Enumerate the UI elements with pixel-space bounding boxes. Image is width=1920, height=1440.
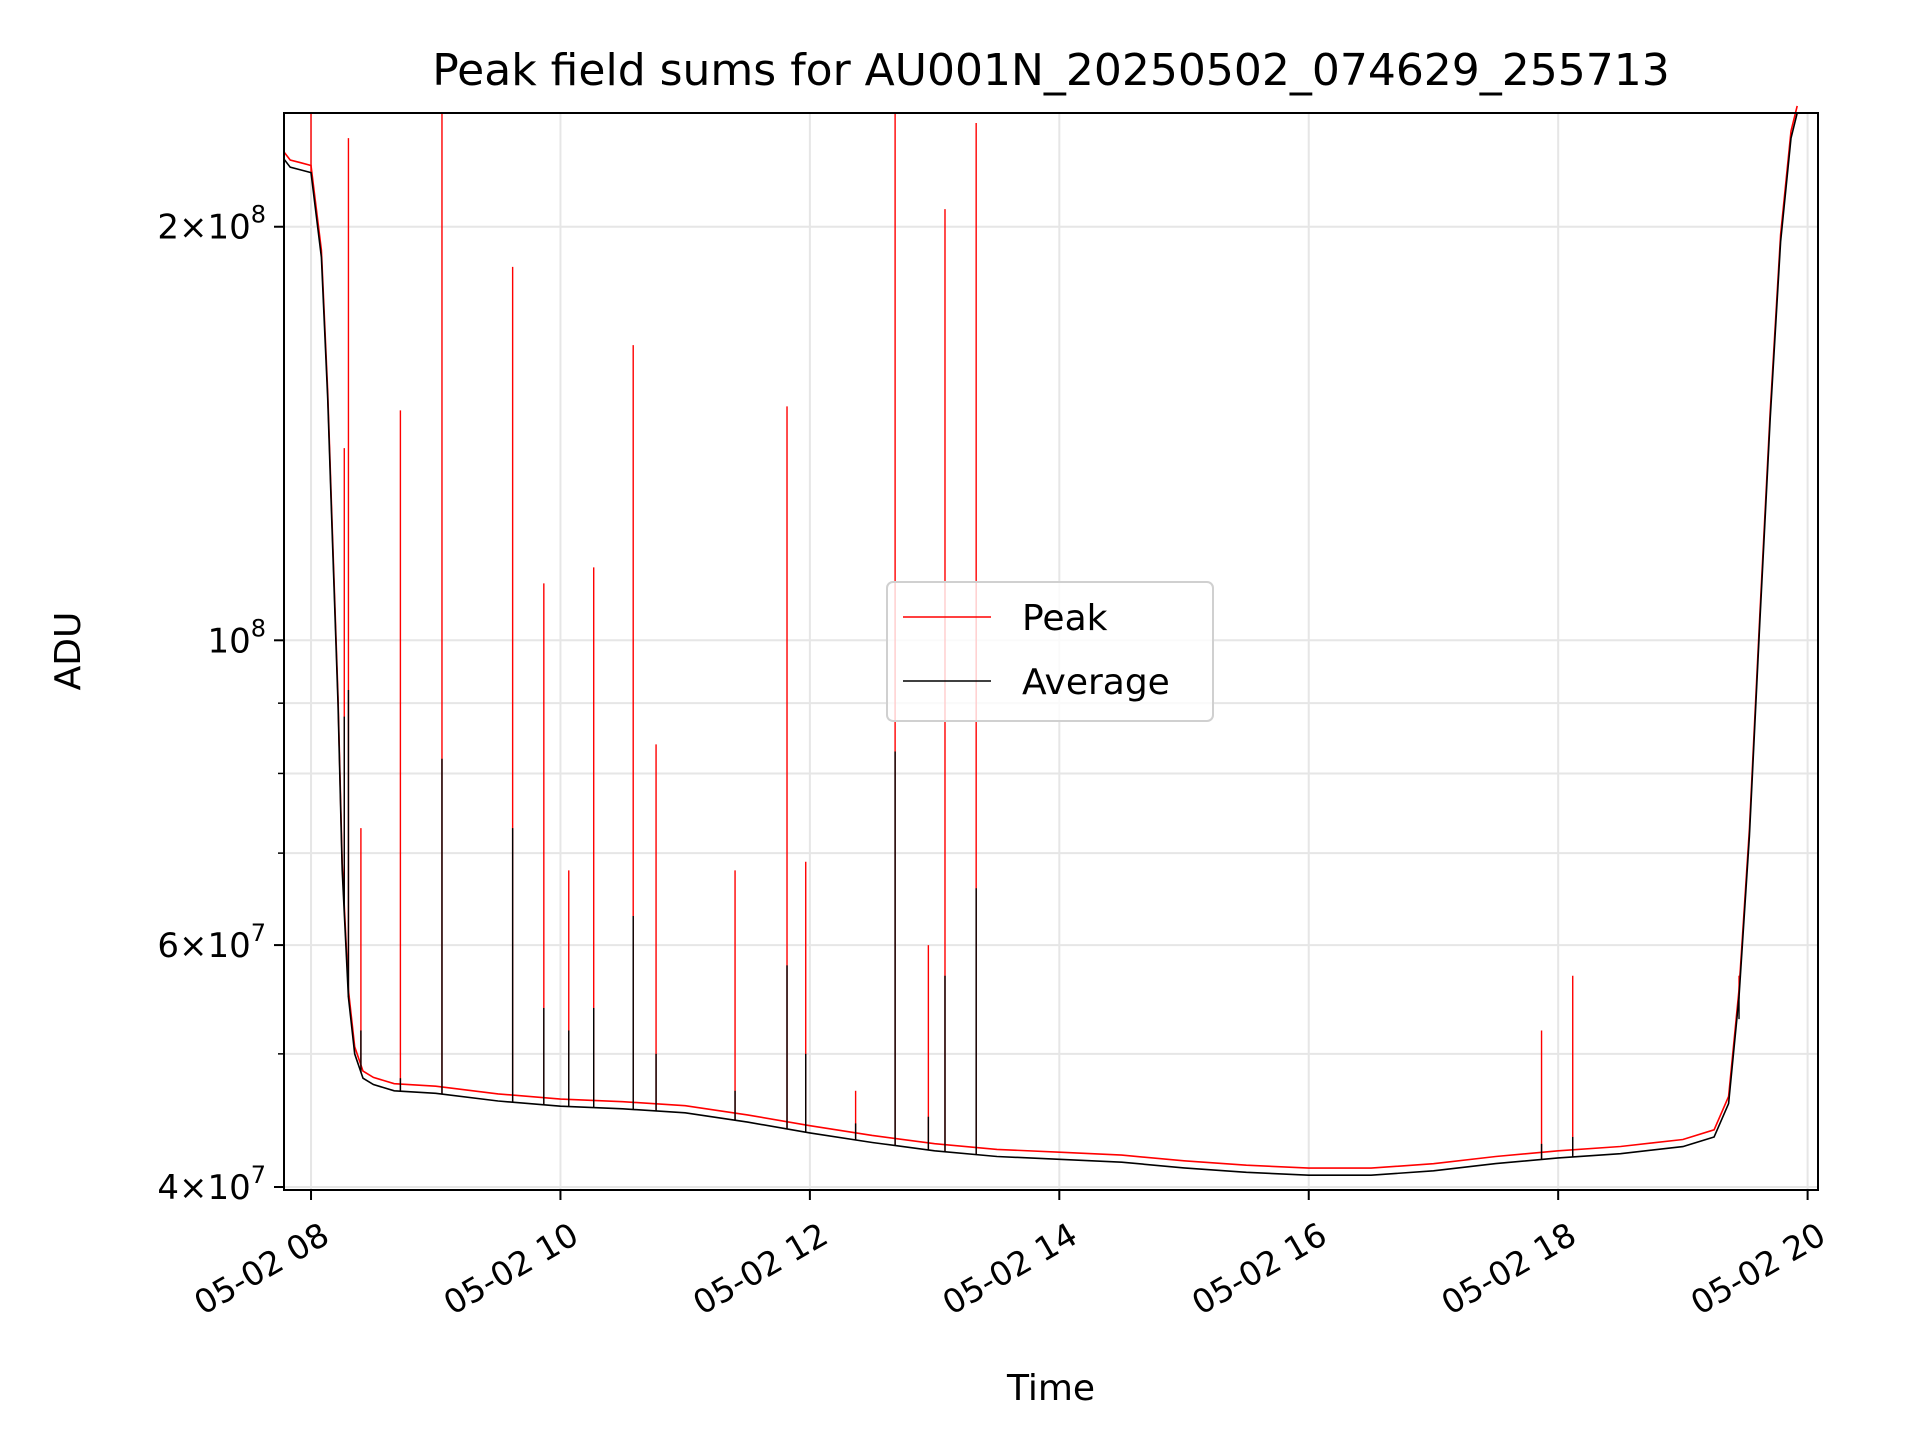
y-tick-label: 108 [207,614,266,661]
chart-title: Peak field sums for AU001N_20250502_0746… [432,45,1670,96]
x-tick-label: 05-02 12 [686,1215,834,1323]
average-trace [283,112,1798,1176]
x-tick-label: 05-02 16 [1185,1215,1333,1323]
y-tick-label: 4×107 [157,1161,266,1208]
x-tick-label: 05-02 10 [437,1215,585,1323]
x-tick-label: 05-02 20 [1684,1215,1832,1323]
y-tick-label: 6×107 [157,919,266,966]
x-tick-label: 05-02 18 [1435,1215,1583,1323]
plot-frame [283,112,1819,1191]
x-tick-label: 05-02 14 [936,1215,1084,1323]
legend: Peak Average [886,581,1214,722]
x-axis: 05-02 08 05-02 10 05-02 12 05-02 14 05-02 16… [187,1190,1832,1323]
y-axis-label: ADU [48,612,89,691]
x-tick-label: 05-02 08 [187,1215,335,1323]
y-tick-label: 2×108 [157,201,266,248]
average-series [283,112,1798,1176]
y-axis: 4×107 6×107 108 2×108 [157,201,284,1208]
x-axis-label: Time [1006,1368,1095,1409]
legend-peak-label: Peak [1022,598,1108,639]
legend-average-label: Average [1022,662,1170,703]
